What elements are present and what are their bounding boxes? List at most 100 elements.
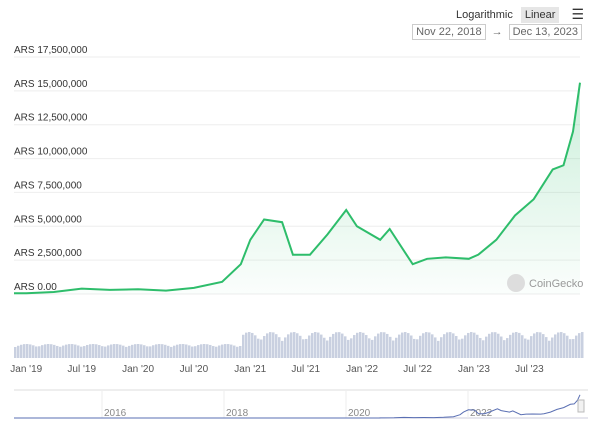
- volume-bar: [521, 335, 524, 358]
- volume-bar: [470, 332, 473, 358]
- volume-bar: [128, 345, 131, 358]
- volume-bar: [203, 344, 206, 358]
- volume-bar: [560, 332, 563, 358]
- volume-bar: [557, 332, 560, 358]
- volume-bar: [404, 332, 407, 358]
- volume-bar: [575, 335, 578, 358]
- range-to-input[interactable]: Dec 13, 2023: [508, 24, 582, 40]
- volume-bar: [524, 338, 527, 358]
- volume-bar: [296, 333, 299, 358]
- linear-button[interactable]: Linear: [520, 6, 560, 23]
- volume-bar: [32, 345, 35, 358]
- volume-bar: [515, 332, 518, 358]
- y-tick-label: ARS 5,000,000: [14, 214, 82, 225]
- navigator-handle[interactable]: [577, 399, 585, 413]
- volume-bar: [251, 332, 254, 358]
- volume-bar: [389, 336, 392, 358]
- y-tick-label: ARS 10,000,000: [14, 147, 88, 158]
- volume-bar: [245, 332, 248, 358]
- volume-bar: [38, 346, 41, 358]
- volume-bar: [68, 344, 71, 358]
- volume-bar: [554, 334, 557, 358]
- volume-bar: [473, 332, 476, 358]
- volume-bar: [299, 335, 302, 358]
- x-tick-label: Jan '22: [346, 364, 378, 375]
- volume-bar: [83, 346, 86, 358]
- volume-bar: [401, 332, 404, 358]
- volume-bar: [269, 332, 272, 358]
- volume-bar: [359, 332, 362, 358]
- volume-bar: [233, 345, 236, 358]
- volume-bar: [92, 344, 95, 358]
- volume-bar: [449, 332, 452, 358]
- volume-bar: [497, 333, 500, 358]
- volume-bar: [182, 344, 185, 358]
- volume-bar: [419, 335, 422, 358]
- volume-bar: [539, 332, 542, 358]
- range-from-input[interactable]: Nov 22, 2018: [412, 24, 486, 40]
- volume-bar: [23, 344, 26, 358]
- volume-bar: [485, 336, 488, 358]
- volume-bar: [287, 334, 290, 358]
- volume-bar: [410, 335, 413, 358]
- volume-bar: [368, 338, 371, 358]
- x-tick-label: Jul '23: [515, 364, 544, 375]
- volume-bar: [344, 336, 347, 358]
- logarithmic-button[interactable]: Logarithmic: [456, 8, 513, 21]
- volume-bar: [569, 339, 572, 358]
- volume-bar: [197, 345, 200, 358]
- volume-bar: [161, 344, 164, 358]
- volume-bar: [437, 340, 440, 358]
- volume-bar: [257, 338, 260, 358]
- volume-bar: [512, 332, 515, 358]
- volume-bar: [212, 346, 215, 358]
- volume-bar: [533, 333, 536, 358]
- volume-bar: [332, 333, 335, 358]
- volume-bar: [149, 346, 152, 358]
- price-area: [14, 82, 580, 294]
- volume-bar: [116, 344, 119, 358]
- volume-bar: [188, 345, 191, 358]
- volume-bar: [131, 344, 134, 358]
- navigator-tick-label: 2020: [348, 408, 371, 419]
- volume-bar: [503, 340, 506, 358]
- volume-bar: [20, 344, 23, 358]
- volume-bar: [137, 344, 140, 358]
- volume-bar: [302, 339, 305, 358]
- volume-bar: [53, 344, 56, 358]
- volume-bar: [395, 337, 398, 358]
- volume-bar: [491, 332, 494, 358]
- volume-bar: [509, 334, 512, 358]
- volume-bar: [155, 344, 158, 358]
- x-tick-label: Jan '23: [458, 364, 490, 375]
- volume-bar: [416, 339, 419, 358]
- volume-bar: [218, 345, 221, 358]
- volume-bar: [428, 332, 431, 358]
- volume-bar: [143, 345, 146, 358]
- volume-bar: [422, 333, 425, 358]
- volume-bar: [278, 337, 281, 358]
- volume-bar: [110, 344, 113, 358]
- volume-bar: [206, 344, 209, 358]
- volume-bar: [173, 345, 176, 358]
- navigator-tick-label: 2016: [104, 408, 127, 419]
- volume-bar: [230, 344, 233, 358]
- volume-bar: [215, 346, 218, 358]
- volume-bar: [578, 333, 581, 358]
- volume-bar: [305, 338, 308, 358]
- volume-bar: [176, 344, 179, 358]
- volume-bar: [440, 337, 443, 358]
- volume-bar: [581, 332, 584, 358]
- volume-bar: [548, 340, 551, 358]
- volume-bar: [317, 332, 320, 358]
- volume-bar: [194, 346, 197, 358]
- volume-bar: [407, 333, 410, 358]
- volume-bar: [431, 334, 434, 358]
- volume-bar: [113, 344, 116, 358]
- volume-bar: [293, 332, 296, 358]
- hamburger-menu-icon[interactable]: ☰: [571, 6, 584, 22]
- volume-bar: [506, 338, 509, 358]
- volume-bar: [563, 333, 566, 358]
- volume-bar: [455, 336, 458, 358]
